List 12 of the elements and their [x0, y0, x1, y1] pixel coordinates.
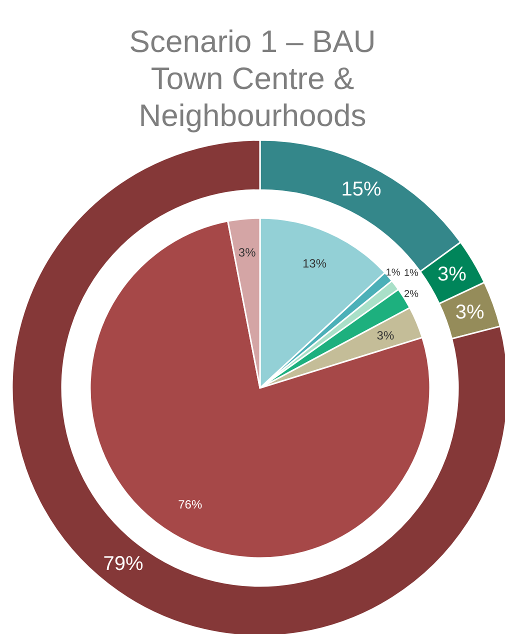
data-label: 2% [404, 289, 419, 300]
data-label: 76% [178, 498, 202, 512]
data-label: 3% [455, 301, 484, 324]
chart-title: Scenario 1 – BAU Town Centre & Neighbourhoods [129, 24, 376, 133]
data-label: 3% [238, 246, 256, 260]
data-label: 3% [437, 263, 467, 286]
data-label: 1% [386, 268, 400, 279]
data-label: 79% [103, 553, 144, 576]
data-label: 13% [302, 256, 327, 270]
data-label: 15% [341, 178, 382, 200]
data-label: 1% [404, 268, 419, 279]
data-label: 3% [376, 328, 394, 342]
